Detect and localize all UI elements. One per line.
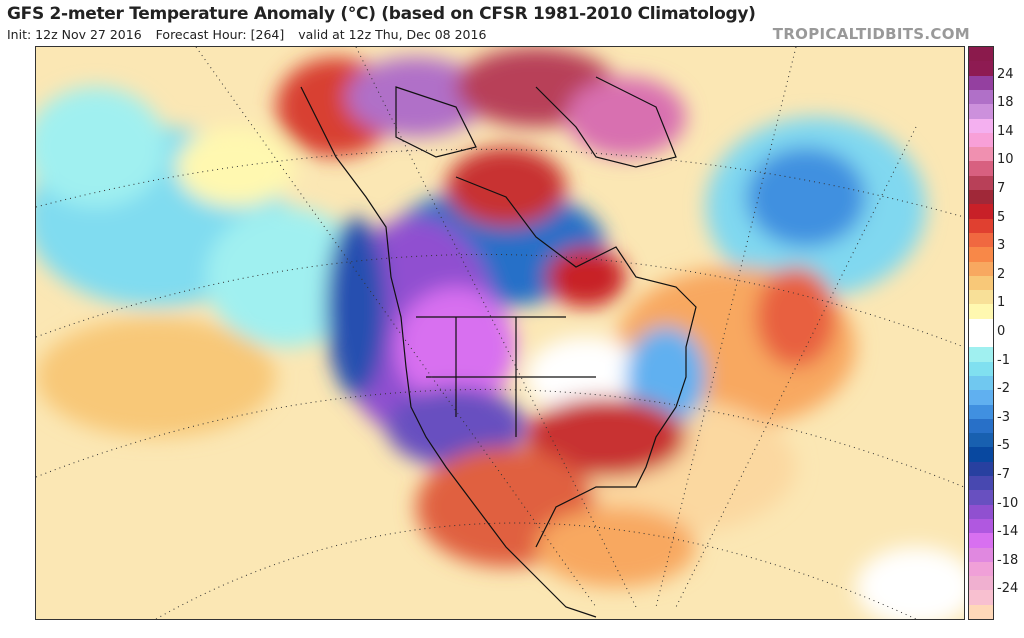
colorbar-swatch — [969, 204, 993, 220]
colorbar-swatch — [969, 89, 993, 105]
colorbar-swatch — [969, 476, 993, 491]
colorbar-swatch — [969, 218, 993, 234]
colorbar-label: 3 — [997, 238, 1006, 254]
colorbar-label: 1 — [997, 295, 1006, 311]
colorbar-label: -5 — [997, 438, 1010, 454]
colorbar-label: 5 — [997, 209, 1006, 225]
temperature-anomaly-map — [35, 46, 965, 620]
colorbar — [968, 46, 994, 620]
colorbar-swatch — [969, 118, 993, 134]
colorbar-swatch — [969, 504, 993, 520]
colorbar-label: -24 — [997, 581, 1019, 597]
colorbar-label: -2 — [997, 381, 1010, 397]
colorbar-label: -7 — [997, 467, 1010, 482]
colorbar-label: -14 — [997, 524, 1019, 540]
colorbar-label: -1 — [997, 352, 1010, 368]
colorbar-swatch — [969, 461, 993, 477]
colorbar-label: 10 — [997, 152, 1014, 168]
colorbar-swatch — [969, 404, 993, 420]
colorbar-swatch — [969, 47, 993, 62]
colorbar-label: 2 — [997, 266, 1006, 282]
colorbar-swatch — [969, 190, 993, 205]
colorbar-swatch — [969, 418, 993, 434]
colorbar-swatch — [969, 247, 993, 262]
colorbar-swatch — [969, 604, 993, 620]
colorbar-swatch — [969, 147, 993, 162]
colorbar-label: -18 — [997, 552, 1019, 568]
graticule — [36, 47, 964, 619]
colorbar-swatch — [969, 132, 993, 148]
colorbar-label: -10 — [997, 495, 1019, 511]
colorbar-swatch — [969, 590, 993, 606]
colorbar-swatch — [969, 390, 993, 405]
init-time: Init: 12z Nov 27 2016 — [7, 27, 142, 42]
colorbar-swatch — [969, 561, 993, 577]
colorbar-label: 14 — [997, 123, 1014, 139]
colorbar-swatch — [969, 447, 993, 463]
map-canvas — [36, 47, 964, 619]
colorbar-swatch — [969, 175, 993, 191]
colorbar-swatch — [969, 576, 993, 591]
colorbar-swatch — [969, 375, 993, 391]
coastlines — [300, 76, 697, 618]
colorbar-label: 0 — [997, 324, 1006, 339]
colorbar-swatch — [969, 490, 993, 506]
valid-time: valid at 12z Thu, Dec 08 2016 — [298, 27, 487, 42]
colorbar-label: 7 — [997, 181, 1006, 196]
map-subtitle: Init: 12z Nov 27 2016 Forecast Hour: [264… — [7, 27, 500, 42]
colorbar-swatch — [969, 304, 993, 320]
colorbar-swatch — [969, 547, 993, 563]
colorbar-label: 24 — [997, 66, 1014, 82]
forecast-hour: Forecast Hour: [264] — [155, 27, 285, 42]
colorbar-swatch — [969, 361, 993, 377]
anomaly-field — [36, 47, 964, 619]
colorbar-swatch — [969, 290, 993, 305]
colorbar-swatch — [969, 318, 993, 334]
colorbar-swatch — [969, 61, 993, 77]
watermark: TROPICALTIDBITS.COM — [772, 25, 970, 43]
colorbar-label: 18 — [997, 95, 1014, 111]
colorbar-swatch — [969, 347, 993, 363]
colorbar-label: -3 — [997, 409, 1010, 425]
colorbar-swatch — [969, 161, 993, 177]
colorbar-swatch — [969, 232, 993, 248]
colorbar-swatch — [969, 533, 993, 548]
colorbar-swatch — [969, 275, 993, 291]
colorbar-swatch — [969, 333, 993, 348]
colorbar-swatch — [969, 104, 993, 119]
map-title: GFS 2-meter Temperature Anomaly (°C) (ba… — [7, 4, 756, 24]
colorbar-swatch — [969, 433, 993, 448]
colorbar-swatch — [969, 518, 993, 534]
colorbar-swatch — [969, 75, 993, 91]
colorbar-swatch — [969, 261, 993, 277]
